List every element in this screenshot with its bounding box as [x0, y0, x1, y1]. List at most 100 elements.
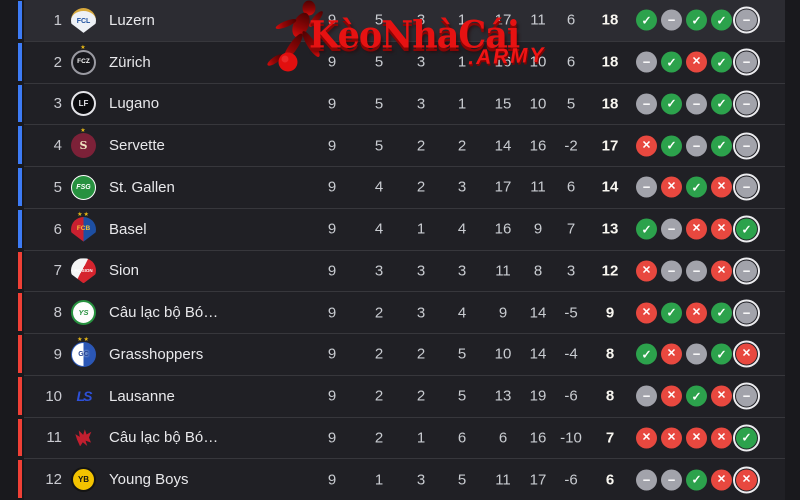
form-icons: ✕ ✓ − ✓ −: [636, 132, 760, 160]
form-draw-icon[interactable]: −: [733, 6, 760, 34]
table-row[interactable]: 9 ★★ GC Grasshoppers 9 2 2 5 10 14 -4 8 …: [18, 333, 785, 375]
form-loss-icon[interactable]: ✕: [661, 385, 682, 407]
form-win-icon[interactable]: ✓: [661, 93, 682, 115]
form-icons: − ✓ − ✓ −: [636, 90, 760, 118]
form-loss-icon[interactable]: ✕: [636, 427, 657, 449]
form-draw-icon[interactable]: −: [661, 469, 682, 491]
stat-points: 7: [605, 429, 615, 447]
position-number: 2: [53, 53, 62, 71]
table-row[interactable]: 11 Câu lạc bộ Bó… 9 2 1 6 6 16 -10 7 ✕ ✕ ✕…: [18, 416, 785, 459]
table-row[interactable]: 10 LS Lausanne 9 2 2 5 13 19 -6 8 − ✕ ✓ ✕ −: [18, 374, 785, 417]
stat-points: 8: [605, 345, 615, 363]
form-loss-icon[interactable]: ✕: [711, 427, 732, 449]
team-badge: ★ S: [71, 128, 96, 159]
stat-draws: 3: [416, 95, 426, 113]
badge-label: FCL: [76, 18, 91, 26]
stat-played: 9: [327, 53, 337, 71]
form-loss-icon[interactable]: ✕: [711, 218, 732, 240]
table-row[interactable]: 1 FCL Luzern 9 5 3 1 17 11 6 18 ✓ − ✓ ✓ −: [18, 0, 785, 41]
position-number: 8: [53, 304, 62, 322]
form-loss-icon[interactable]: ✕: [711, 260, 732, 282]
table-row[interactable]: 4 ★ S Servette 9 5 2 2 14 16 -2 17 ✕ ✓ − ✓ −: [18, 124, 785, 166]
form-loss-icon[interactable]: ✕: [661, 343, 682, 365]
form-win-icon[interactable]: ✓: [686, 385, 707, 407]
form-draw-icon[interactable]: −: [686, 343, 707, 365]
team-name: Câu lạc bộ Bó…: [109, 304, 219, 322]
table-row[interactable]: 7 FC SION Sion 9 3 3 3 11 8 3 12 ✕ − − ✕ −: [18, 249, 785, 292]
table-row[interactable]: 6 ★★ FCB Basel 9 4 1 4 16 9 7 13 ✓ − ✕ ✕ ✓: [18, 207, 785, 250]
form-loss-icon[interactable]: ✕: [733, 466, 760, 494]
form-win-icon[interactable]: ✓: [733, 424, 760, 452]
form-win-icon[interactable]: ✓: [661, 51, 682, 73]
stat-goals-for: 6: [498, 429, 508, 447]
form-loss-icon[interactable]: ✕: [686, 218, 707, 240]
team-badge: YS: [71, 300, 96, 326]
form-draw-icon[interactable]: −: [661, 260, 682, 282]
stat-draws: 2: [416, 387, 426, 405]
form-win-icon[interactable]: ✓: [711, 9, 732, 31]
form-draw-icon[interactable]: −: [661, 9, 682, 31]
form-draw-icon[interactable]: −: [733, 299, 760, 327]
form-win-icon[interactable]: ✓: [661, 135, 682, 157]
position-number: 10: [45, 387, 62, 405]
table-row[interactable]: 12 YB Young Boys 9 1 3 5 11 17 -6 6 − − ✓ ✕…: [18, 458, 785, 500]
stat-played: 9: [327, 11, 337, 29]
form-draw-icon[interactable]: −: [636, 93, 657, 115]
form-win-icon[interactable]: ✓: [711, 302, 732, 324]
form-loss-icon[interactable]: ✕: [636, 260, 657, 282]
form-draw-icon[interactable]: −: [636, 385, 657, 407]
form-loss-icon[interactable]: ✕: [686, 302, 707, 324]
form-win-icon[interactable]: ✓: [686, 469, 707, 491]
form-win-icon[interactable]: ✓: [711, 135, 732, 157]
form-draw-icon[interactable]: −: [733, 90, 760, 118]
form-win-icon[interactable]: ✓: [661, 302, 682, 324]
form-draw-icon[interactable]: −: [686, 135, 707, 157]
stat-goals-for: 11: [495, 471, 511, 489]
form-loss-icon[interactable]: ✕: [686, 427, 707, 449]
form-win-icon[interactable]: ✓: [733, 215, 760, 243]
table-row[interactable]: 3 LF Lugano 9 5 3 1 15 10 5 18 − ✓ − ✓ −: [18, 82, 785, 125]
stat-goals-for: 9: [498, 304, 508, 322]
table-row[interactable]: 5 FSG St. Gallen 9 4 2 3 17 11 6 14 − ✕ ✓ ✕…: [18, 166, 785, 208]
form-loss-icon[interactable]: ✕: [711, 385, 732, 407]
form-win-icon[interactable]: ✓: [636, 343, 657, 365]
form-win-icon[interactable]: ✓: [636, 218, 657, 240]
stat-goals-against: 8: [533, 262, 543, 280]
team-name: Luzern: [109, 11, 155, 29]
form-draw-icon[interactable]: −: [636, 469, 657, 491]
stat-played: 9: [327, 387, 337, 405]
form-loss-icon[interactable]: ✕: [711, 176, 732, 198]
form-loss-icon[interactable]: ✕: [636, 135, 657, 157]
form-draw-icon[interactable]: −: [636, 176, 657, 198]
form-icons: − ✓ ✕ ✓ −: [636, 48, 760, 76]
table-row[interactable]: 2 ★ FCZ Zürich 9 5 3 1 16 10 6 18 − ✓ ✕ ✓ −: [18, 40, 785, 83]
form-draw-icon[interactable]: −: [733, 257, 760, 285]
form-loss-icon[interactable]: ✕: [686, 51, 707, 73]
team-name: Sion: [109, 262, 140, 280]
form-loss-icon[interactable]: ✕: [636, 302, 657, 324]
form-draw-icon[interactable]: −: [636, 51, 657, 73]
form-draw-icon[interactable]: −: [686, 260, 707, 282]
table-row[interactable]: 8 YS Câu lạc bộ Bó… 9 2 3 4 9 14 -5 9 ✕ ✓…: [18, 291, 785, 333]
form-loss-icon[interactable]: ✕: [711, 469, 732, 491]
form-draw-icon[interactable]: −: [733, 132, 760, 160]
stat-draws: 3: [416, 53, 426, 71]
stat-goals-against: 19: [529, 387, 547, 405]
form-draw-icon[interactable]: −: [733, 48, 760, 76]
form-loss-icon[interactable]: ✕: [733, 340, 760, 368]
stat-goals-for: 15: [494, 95, 512, 113]
form-draw-icon[interactable]: −: [733, 382, 760, 410]
stat-goals-for: 10: [494, 345, 512, 363]
form-draw-icon[interactable]: −: [733, 173, 760, 201]
form-win-icon[interactable]: ✓: [636, 9, 657, 31]
form-loss-icon[interactable]: ✕: [661, 176, 682, 198]
form-win-icon[interactable]: ✓: [711, 93, 732, 115]
form-loss-icon[interactable]: ✕: [661, 427, 682, 449]
stat-goal-diff: 6: [566, 53, 576, 71]
form-win-icon[interactable]: ✓: [711, 51, 732, 73]
form-win-icon[interactable]: ✓: [686, 9, 707, 31]
form-win-icon[interactable]: ✓: [711, 343, 732, 365]
form-draw-icon[interactable]: −: [661, 218, 682, 240]
form-draw-icon[interactable]: −: [686, 93, 707, 115]
form-win-icon[interactable]: ✓: [686, 176, 707, 198]
